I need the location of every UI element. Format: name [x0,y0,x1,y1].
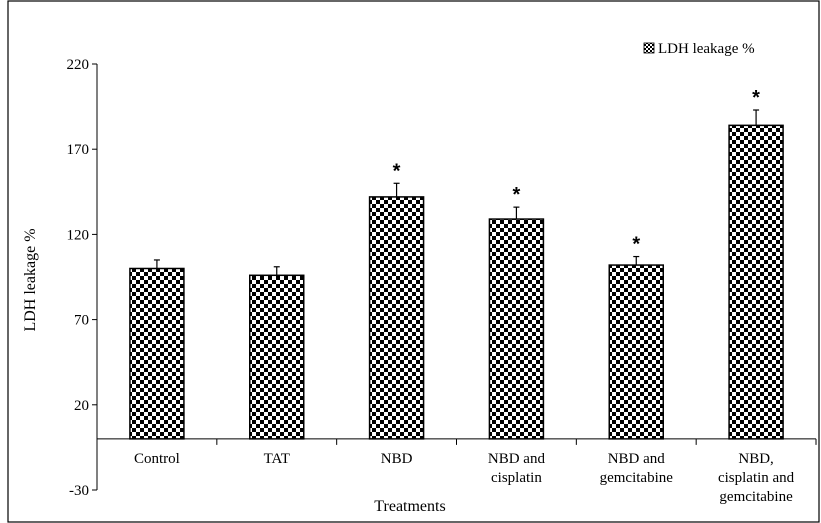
legend-label: LDH leakage % [658,41,755,57]
category-label: NBD [381,451,413,467]
category-label: NBD and gemcitabine [600,451,674,486]
y-tick-label: 220 [67,57,90,73]
bar [129,267,185,440]
y-axis-title: LDH leakage % [22,228,39,331]
category-label: Control [134,451,180,467]
y-tick-label: 70 [74,313,89,329]
y-tick-label: 120 [67,227,90,243]
y-axis: -30 20 70 120 170 220 [67,57,98,499]
significance-marker: * [513,184,521,206]
legend: LDH leakage % [643,41,755,57]
bar [249,274,305,440]
bars: * * * * [129,87,784,440]
bar [368,196,425,440]
bar [728,124,784,440]
x-axis: Control TAT NBD NBD and cisplatin NBD and gemc… [96,438,817,505]
significance-marker: * [632,234,640,256]
category-label: TAT [264,451,290,467]
y-tick-label: -30 [69,483,89,499]
bar [608,264,664,440]
legend-swatch [643,42,655,54]
category-label: NBD and cisplatin [488,451,546,486]
y-tick-label: 20 [74,398,89,414]
bar [488,218,545,440]
x-axis-title: Treatments [374,498,445,515]
significance-marker: * [752,87,760,109]
category-label: NBD, cisplatin and gemcitabine [718,451,795,505]
significance-marker: * [393,160,401,182]
y-tick-label: 170 [67,142,90,158]
